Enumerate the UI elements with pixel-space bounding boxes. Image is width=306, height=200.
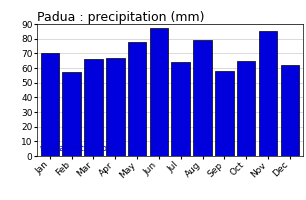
Bar xyxy=(171,62,190,156)
Bar xyxy=(128,42,146,156)
Bar xyxy=(193,40,212,156)
Bar xyxy=(237,61,256,156)
Text: Padua : precipitation (mm): Padua : precipitation (mm) xyxy=(37,11,204,24)
Bar xyxy=(281,65,299,156)
Bar xyxy=(40,53,59,156)
Bar xyxy=(84,59,103,156)
Bar xyxy=(215,71,234,156)
Text: www.allmetsat.com: www.allmetsat.com xyxy=(39,144,114,153)
Bar xyxy=(106,58,125,156)
Bar xyxy=(150,28,168,156)
Bar xyxy=(62,72,81,156)
Bar xyxy=(259,31,277,156)
